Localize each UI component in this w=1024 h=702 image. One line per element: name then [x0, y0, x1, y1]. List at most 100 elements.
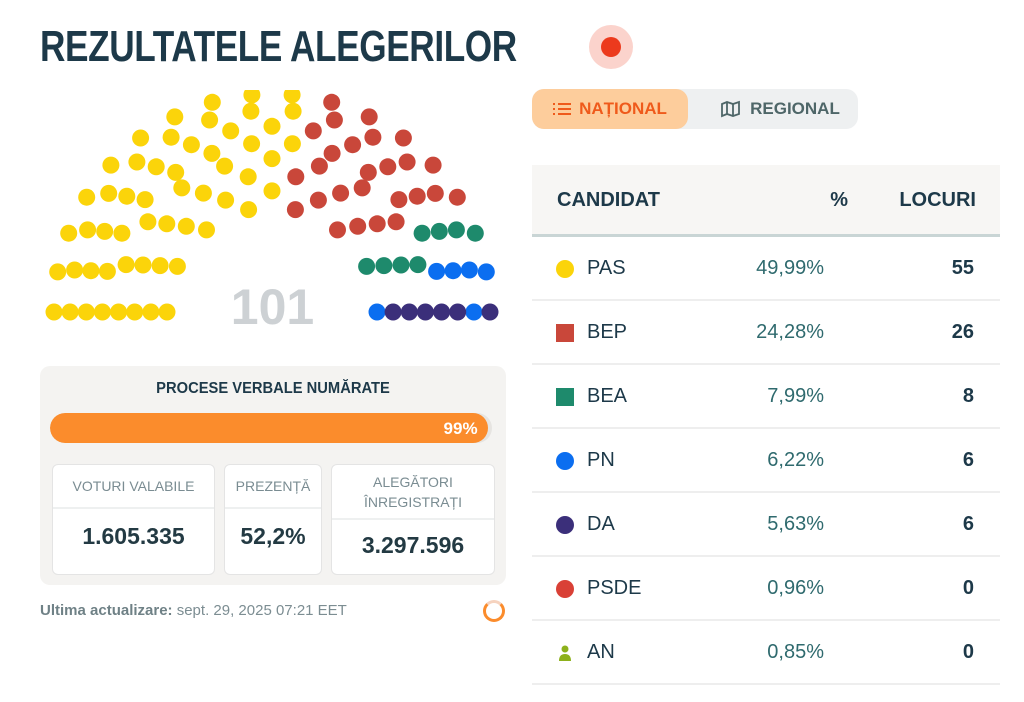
seat-pas: [96, 222, 114, 240]
seat-bep: [349, 217, 367, 235]
seat-bep: [323, 93, 341, 111]
seat-pas: [66, 261, 84, 279]
seat-bep: [304, 122, 322, 140]
seat-bep: [390, 191, 408, 209]
seat-pas: [168, 257, 186, 275]
seat-pn: [460, 261, 478, 279]
seat-pas: [100, 184, 118, 202]
seat-pas: [201, 111, 219, 129]
seat-pas: [263, 182, 281, 200]
party-seats: 6: [962, 513, 974, 535]
col-candidate[interactable]: CANDIDAT: [557, 189, 660, 211]
seat-pas: [93, 303, 111, 321]
seat-da: [433, 303, 451, 321]
seat-bep: [325, 111, 343, 129]
seat-bea: [466, 224, 484, 242]
seat-pas: [239, 168, 257, 186]
progress-label: 99%: [443, 419, 478, 438]
seat-pas: [49, 263, 67, 281]
view-tabs: NAȚIONAL REGIONAL: [532, 89, 858, 129]
party-percent: 49,99%: [756, 257, 824, 279]
table-row[interactable]: DA 5,63% 6: [532, 493, 1000, 557]
seat-pas: [167, 163, 185, 181]
party-percent: 0,85%: [767, 641, 824, 663]
seat-bep: [368, 215, 386, 233]
party-percent: 24,28%: [756, 321, 824, 343]
tab-regional[interactable]: REGIONAL: [702, 89, 858, 129]
total-seats: 101: [230, 279, 315, 335]
seat-pas: [151, 257, 169, 275]
seat-pas: [166, 108, 184, 126]
page-title: REZULTATELE ALEGERILOR: [40, 22, 517, 71]
seat-bep: [310, 157, 328, 175]
seat-pn: [444, 262, 462, 280]
progress-fill: 99%: [50, 413, 488, 443]
seat-pas: [142, 303, 160, 321]
col-seats[interactable]: LOCURI: [899, 189, 976, 211]
table-row[interactable]: BEA 7,99% 8: [532, 365, 1000, 429]
table-row[interactable]: PAS 49,99% 55: [532, 237, 1000, 301]
party-percent: 0,96%: [767, 577, 824, 599]
seat-bea: [409, 256, 427, 274]
seat-pas: [177, 217, 195, 235]
seat-bep: [394, 129, 412, 147]
seat-pas: [134, 256, 152, 274]
seat-bep: [329, 221, 346, 239]
seat-pas: [98, 262, 116, 280]
table-row[interactable]: BEP 24,28% 26: [532, 301, 1000, 365]
seat-pas: [79, 221, 97, 239]
seat-pas: [240, 201, 258, 219]
seat-bep: [424, 156, 442, 174]
seat-bea: [447, 221, 465, 239]
seat-pas: [78, 188, 96, 206]
party-name: AN: [587, 641, 615, 663]
table-row[interactable]: PSDE 0,96% 0: [532, 557, 1000, 621]
refresh-spinner-icon: [483, 600, 505, 622]
party-seats: 26: [951, 321, 974, 343]
stat-card-valid-votes: VOTURI VALABILE 1.605.335: [52, 464, 215, 575]
seat-da: [400, 303, 418, 321]
stat-label: ALEGĂTORI ÎNREGISTRAȚI: [332, 465, 494, 520]
seat-pas: [194, 184, 212, 202]
seat-bep: [309, 191, 327, 209]
seat-pas: [118, 187, 136, 205]
seat-pas: [128, 153, 146, 171]
seat-bep: [287, 168, 305, 186]
party-seats: 0: [962, 577, 974, 599]
tab-national[interactable]: NAȚIONAL: [532, 89, 688, 129]
col-percent[interactable]: %: [830, 189, 848, 211]
table-row[interactable]: PN 6,22% 6: [532, 429, 1000, 493]
stat-value: 1.605.335: [82, 523, 185, 549]
party-percent: 6,22%: [767, 449, 824, 471]
seat-bea: [413, 224, 431, 242]
table-row[interactable]: AN 0,85% 0: [532, 621, 1000, 685]
seat-bep: [359, 163, 377, 181]
seat-bep: [408, 187, 426, 205]
seat-pn: [465, 303, 483, 321]
seat-pas: [113, 224, 131, 242]
party-seats: 0: [962, 641, 974, 663]
seat-bep: [286, 201, 304, 219]
party-seats: 6: [962, 449, 974, 471]
party-name: BEA: [587, 385, 628, 407]
seat-pas: [263, 150, 281, 168]
seat-bea: [375, 257, 393, 275]
seat-pas: [182, 136, 200, 154]
seat-pas: [45, 303, 63, 321]
square-icon: [556, 388, 574, 406]
seat-pas: [77, 303, 95, 321]
seat-pas: [203, 144, 221, 162]
seat-pas: [217, 191, 235, 209]
seat-bep: [448, 188, 466, 206]
seat-pas: [158, 215, 176, 233]
stat-card-registered: ALEGĂTORI ÎNREGISTRAȚI 3.297.596: [331, 464, 495, 575]
seat-pas: [216, 157, 234, 175]
person-icon: [559, 645, 571, 661]
seat-bep: [360, 108, 378, 126]
seat-pn: [477, 263, 495, 281]
seat-bea: [430, 222, 448, 240]
seat-pas: [243, 90, 261, 104]
results-table-header: CANDIDAT % LOCURI: [532, 165, 1000, 237]
seat-pas: [173, 179, 191, 197]
seat-bep: [387, 213, 405, 231]
